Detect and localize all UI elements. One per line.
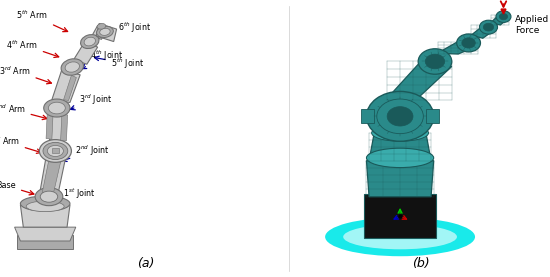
- Text: 3$^{rd}$ Arm: 3$^{rd}$ Arm: [0, 65, 52, 84]
- Ellipse shape: [100, 28, 110, 35]
- Text: 4$^{th}$ Arm: 4$^{th}$ Arm: [6, 38, 59, 58]
- Text: Applied
Force: Applied Force: [515, 15, 549, 35]
- Polygon shape: [364, 194, 436, 238]
- Ellipse shape: [366, 148, 433, 168]
- Text: 2$^{nd}$ Arm: 2$^{nd}$ Arm: [0, 102, 47, 120]
- Polygon shape: [60, 114, 68, 141]
- Ellipse shape: [462, 38, 475, 48]
- Ellipse shape: [84, 37, 96, 46]
- Ellipse shape: [377, 99, 424, 134]
- Text: 5$^{th}$ Joint: 5$^{th}$ Joint: [95, 56, 144, 71]
- Polygon shape: [15, 227, 76, 241]
- Polygon shape: [426, 109, 439, 123]
- Text: (a): (a): [137, 257, 155, 270]
- Polygon shape: [74, 42, 98, 64]
- Polygon shape: [369, 133, 431, 161]
- Polygon shape: [46, 113, 53, 139]
- Polygon shape: [52, 148, 59, 153]
- Text: 3$^{rd}$ Joint: 3$^{rd}$ Joint: [70, 93, 113, 110]
- Ellipse shape: [48, 102, 65, 114]
- Text: 1$^{st}$ Arm: 1$^{st}$ Arm: [0, 135, 41, 153]
- Ellipse shape: [40, 191, 58, 202]
- Ellipse shape: [26, 201, 64, 212]
- Ellipse shape: [97, 24, 106, 29]
- Ellipse shape: [97, 26, 113, 37]
- Text: 4$^{th}$ Joint: 4$^{th}$ Joint: [82, 48, 123, 69]
- Polygon shape: [42, 159, 60, 193]
- Ellipse shape: [47, 145, 63, 157]
- Text: Base: Base: [0, 181, 34, 195]
- Polygon shape: [387, 61, 452, 100]
- Ellipse shape: [456, 34, 481, 52]
- Polygon shape: [361, 109, 374, 123]
- Ellipse shape: [43, 142, 68, 160]
- Ellipse shape: [480, 20, 498, 34]
- Text: 2$^{nd}$ Joint: 2$^{nd}$ Joint: [62, 144, 110, 161]
- Ellipse shape: [20, 196, 70, 211]
- Ellipse shape: [425, 54, 444, 69]
- Ellipse shape: [40, 140, 72, 162]
- Ellipse shape: [44, 99, 70, 117]
- Ellipse shape: [80, 35, 99, 48]
- Text: (b): (b): [412, 257, 430, 270]
- Polygon shape: [471, 25, 496, 38]
- Ellipse shape: [372, 125, 428, 141]
- Polygon shape: [64, 75, 76, 101]
- Polygon shape: [18, 235, 73, 249]
- Text: 1$^{st}$ Joint: 1$^{st}$ Joint: [54, 186, 95, 201]
- Ellipse shape: [65, 62, 79, 72]
- Ellipse shape: [387, 107, 413, 126]
- Ellipse shape: [483, 23, 494, 31]
- Polygon shape: [20, 205, 70, 227]
- Text: 5$^{th}$ Arm: 5$^{th}$ Arm: [16, 9, 68, 32]
- Ellipse shape: [343, 224, 457, 249]
- Ellipse shape: [35, 188, 63, 206]
- Polygon shape: [366, 161, 433, 197]
- Polygon shape: [52, 70, 80, 102]
- Ellipse shape: [496, 11, 511, 22]
- Polygon shape: [92, 25, 107, 39]
- Polygon shape: [40, 154, 65, 195]
- Polygon shape: [96, 24, 117, 42]
- Ellipse shape: [366, 91, 433, 141]
- Polygon shape: [491, 15, 509, 25]
- Polygon shape: [50, 111, 64, 141]
- Polygon shape: [438, 42, 477, 54]
- Ellipse shape: [499, 13, 508, 20]
- Ellipse shape: [418, 49, 452, 74]
- Ellipse shape: [61, 59, 84, 75]
- Text: 6$^{th}$ Joint: 6$^{th}$ Joint: [103, 20, 151, 35]
- Ellipse shape: [325, 217, 475, 256]
